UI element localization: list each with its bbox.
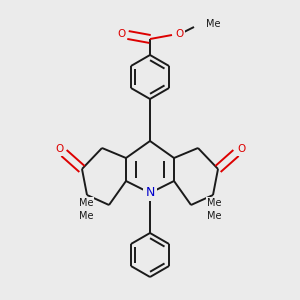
Text: O: O <box>237 144 245 154</box>
Text: Me: Me <box>207 198 221 208</box>
Text: Me: Me <box>79 211 93 221</box>
Text: O: O <box>55 144 63 154</box>
Text: Me: Me <box>207 211 221 221</box>
Text: Me: Me <box>79 198 93 208</box>
Text: N: N <box>145 187 155 200</box>
Text: Me: Me <box>206 19 220 29</box>
Text: O: O <box>117 29 125 39</box>
Text: O: O <box>175 29 183 39</box>
